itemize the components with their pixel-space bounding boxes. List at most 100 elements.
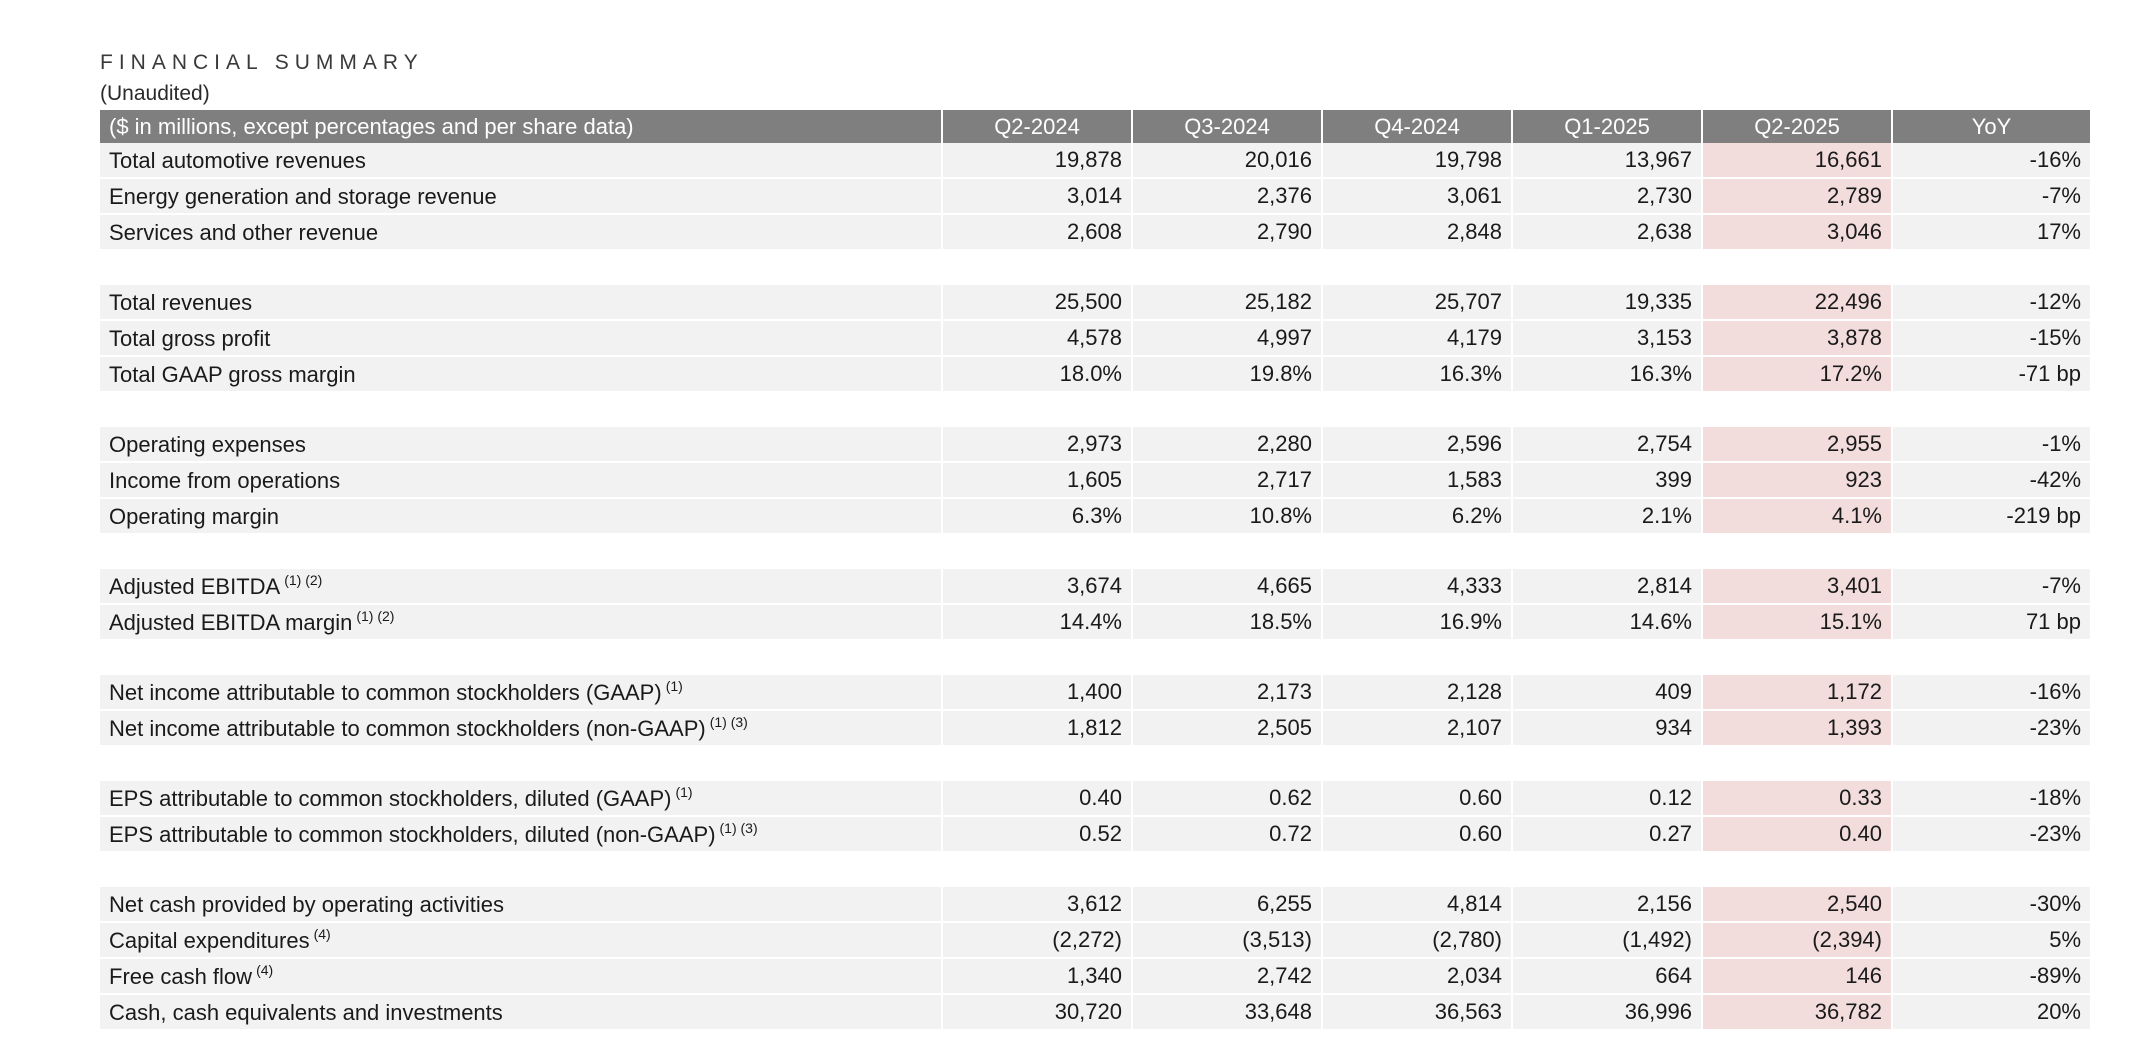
cell-q1-2025: 16.3% (1513, 357, 1703, 393)
table-row: EPS attributable to common stockholders,… (100, 781, 2090, 817)
row-spacer (100, 641, 2090, 675)
table-row: Adjusted EBITDA (1) (2) 3,674 4,665 4,333… (100, 569, 2090, 605)
page-subtitle: (Unaudited) (100, 82, 210, 105)
column-header-q4-2024: Q4-2024 (1323, 110, 1513, 143)
cell-q2-2025: 15.1% (1703, 605, 1893, 641)
row-label-text: Total gross profit (109, 326, 271, 351)
cell-yoy: -16% (1893, 675, 2090, 711)
cell-q3-2024: 20,016 (1133, 143, 1323, 179)
cell-q4-2024: 2,128 (1323, 675, 1513, 711)
column-header-q2-2024: Q2-2024 (943, 110, 1133, 143)
row-label: Total automotive revenues (100, 143, 943, 179)
cell-q3-2024: 2,717 (1133, 463, 1323, 499)
cell-q2-2024: 3,674 (943, 569, 1133, 605)
cell-yoy: 20% (1893, 995, 2090, 1031)
row-label-text: Total GAAP gross margin (109, 362, 356, 387)
row-label-text: Free cash flow (109, 964, 253, 989)
cell-q2-2024: 1,400 (943, 675, 1133, 711)
cell-q3-2024: 10.8% (1133, 499, 1323, 535)
row-label: Capital expenditures (4) (100, 923, 943, 959)
footnote-ref: (1) (3) (709, 714, 748, 730)
cell-yoy: 17% (1893, 215, 2090, 251)
row-label: Income from operations (100, 463, 943, 499)
row-label: Operating margin (100, 499, 943, 535)
row-label: EPS attributable to common stockholders,… (100, 817, 943, 853)
cell-q2-2025: 0.40 (1703, 817, 1893, 853)
cell-q2-2025: 3,046 (1703, 215, 1893, 251)
cell-q2-2024: 19,878 (943, 143, 1133, 179)
row-label-text: Operating margin (109, 504, 279, 529)
cell-q2-2025: (2,394) (1703, 923, 1893, 959)
row-label: Adjusted EBITDA margin (1) (2) (100, 605, 943, 641)
table-row: Operating expenses 2,973 2,280 2,596 2,7… (100, 427, 2090, 463)
row-label: Net cash provided by operating activitie… (100, 887, 943, 923)
cell-q2-2025: 17.2% (1703, 357, 1893, 393)
row-label-text: Adjusted EBITDA margin (109, 610, 353, 635)
cell-yoy: -219 bp (1893, 499, 2090, 535)
row-spacer (100, 853, 2090, 887)
row-label-text: Cash, cash equivalents and investments (109, 1000, 503, 1025)
page-title: FINANCIAL SUMMARY (100, 51, 424, 74)
table-row: Total gross profit 4,578 4,997 4,179 3,1… (100, 321, 2090, 357)
table-row: Net income attributable to common stockh… (100, 675, 2090, 711)
cell-q3-2024: 2,173 (1133, 675, 1323, 711)
cell-yoy: -12% (1893, 285, 2090, 321)
cell-q3-2024: 2,280 (1133, 427, 1323, 463)
cell-q4-2024: 16.3% (1323, 357, 1513, 393)
cell-q1-2025: 2,754 (1513, 427, 1703, 463)
cell-q4-2024: 3,061 (1323, 179, 1513, 215)
cell-q4-2024: 2,107 (1323, 711, 1513, 747)
column-header-q3-2024: Q3-2024 (1133, 110, 1323, 143)
cell-q2-2024: 1,605 (943, 463, 1133, 499)
row-label-text: Income from operations (109, 468, 341, 493)
cell-q2-2024: 3,612 (943, 887, 1133, 923)
cell-q2-2025: 923 (1703, 463, 1893, 499)
table-row: Total GAAP gross margin 18.0% 19.8% 16.3… (100, 357, 2090, 393)
row-label: EPS attributable to common stockholders,… (100, 781, 943, 817)
cell-q2-2024: 0.40 (943, 781, 1133, 817)
cell-q3-2024: 33,648 (1133, 995, 1323, 1031)
row-label: Total GAAP gross margin (100, 357, 943, 393)
cell-q4-2024: 36,563 (1323, 995, 1513, 1031)
cell-yoy: -16% (1893, 143, 2090, 179)
cell-q2-2024: 2,608 (943, 215, 1133, 251)
cell-q2-2025: 2,789 (1703, 179, 1893, 215)
row-label: Total revenues (100, 285, 943, 321)
row-label-text: Services and other revenue (109, 220, 379, 245)
cell-q2-2025: 3,878 (1703, 321, 1893, 357)
cell-q3-2024: 2,376 (1133, 179, 1323, 215)
cell-q3-2024: 0.62 (1133, 781, 1323, 817)
cell-q1-2025: 13,967 (1513, 143, 1703, 179)
cell-q2-2024: 4,578 (943, 321, 1133, 357)
cell-q2-2025: 146 (1703, 959, 1893, 995)
cell-yoy: 5% (1893, 923, 2090, 959)
cell-q4-2024: 6.2% (1323, 499, 1513, 535)
cell-q3-2024: 25,182 (1133, 285, 1323, 321)
row-spacer (100, 393, 2090, 427)
cell-yoy: -23% (1893, 711, 2090, 747)
cell-q2-2025: 1,172 (1703, 675, 1893, 711)
cell-q4-2024: 2,034 (1323, 959, 1513, 995)
cell-q1-2025: 19,335 (1513, 285, 1703, 321)
cell-q2-2024: (2,272) (943, 923, 1133, 959)
financial-summary-page: FINANCIAL SUMMARY (Unaudited) ($ in mill… (100, 48, 2090, 1031)
cell-q3-2024: 2,505 (1133, 711, 1323, 747)
cell-q4-2024: 0.60 (1323, 781, 1513, 817)
cell-yoy: 71 bp (1893, 605, 2090, 641)
cell-yoy: -7% (1893, 569, 2090, 605)
table-row: Total revenues 25,500 25,182 25,707 19,3… (100, 285, 2090, 321)
cell-q2-2024: 1,340 (943, 959, 1133, 995)
table-row: Net income attributable to common stockh… (100, 711, 2090, 747)
cell-q1-2025: 2,156 (1513, 887, 1703, 923)
row-label: Net income attributable to common stockh… (100, 711, 943, 747)
cell-yoy: -15% (1893, 321, 2090, 357)
footnote-ref: (4) (256, 962, 274, 978)
row-spacer (100, 535, 2090, 569)
cell-q2-2024: 6.3% (943, 499, 1133, 535)
cell-q1-2025: 399 (1513, 463, 1703, 499)
cell-q2-2024: 2,973 (943, 427, 1133, 463)
row-label: Operating expenses (100, 427, 943, 463)
cell-yoy: -89% (1893, 959, 2090, 995)
column-header-q1-2025: Q1-2025 (1513, 110, 1703, 143)
cell-q3-2024: 2,790 (1133, 215, 1323, 251)
